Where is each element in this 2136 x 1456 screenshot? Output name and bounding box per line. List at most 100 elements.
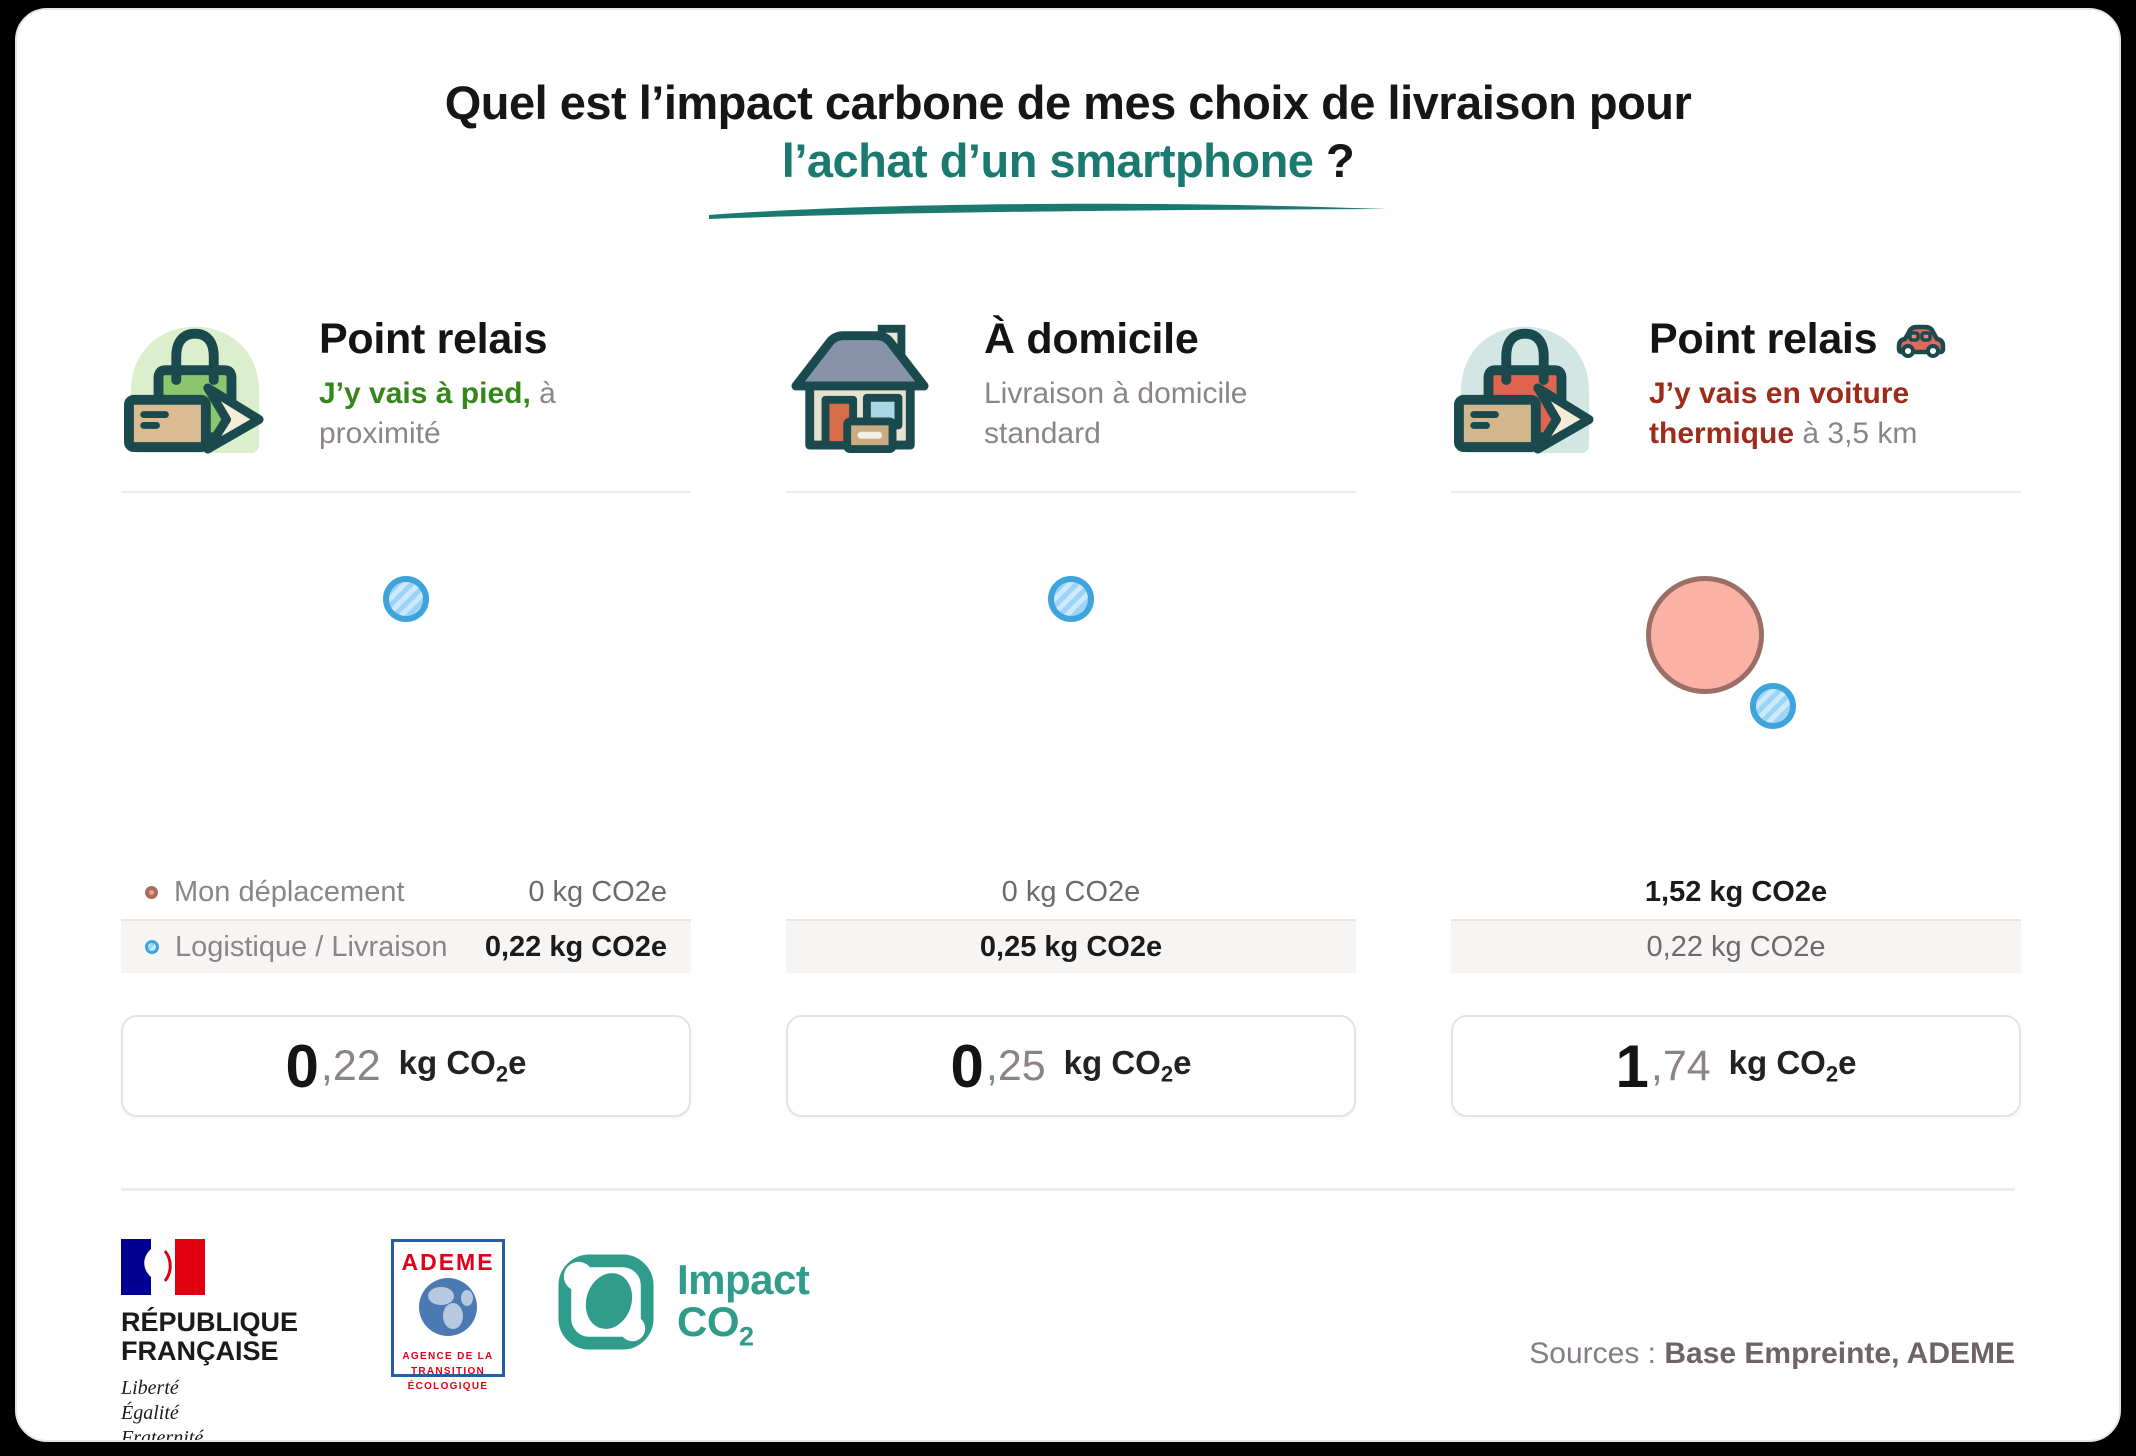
column-relay-walking: Point relais J’y vais à pied, à proximit… xyxy=(121,313,691,1117)
logistics-bubble[interactable] xyxy=(1048,576,1094,622)
rf-line-2: FRANÇAISE xyxy=(121,1336,279,1366)
footer: RÉPUBLIQUE FRANÇAISE Liberté Égalité Fra… xyxy=(121,1191,2015,1440)
logistics-value: 0,22 kg CO2e xyxy=(1646,930,1826,963)
french-flag-icon xyxy=(121,1239,205,1295)
impact-co2-logo[interactable]: Impact CO2 xyxy=(557,1253,810,1426)
logistics-value: 0,22 kg CO2e xyxy=(484,930,667,963)
subtitle-rest: Livraison à domicile standard xyxy=(984,377,1248,450)
total-unit: kg CO2e xyxy=(1064,1044,1192,1088)
bubble-chart-area xyxy=(1451,493,2021,865)
rf-name: RÉPUBLIQUE FRANÇAISE xyxy=(121,1308,339,1366)
total-decimal: ,22 xyxy=(320,1041,381,1090)
column-divider xyxy=(1451,491,2021,493)
impact-co2-wordmark: Impact CO2 xyxy=(677,1253,810,1357)
column-relay-car: Point relais J’y vais en voiture thermiq… xyxy=(1451,313,2021,1117)
legend-row-logistics[interactable]: Logistique / Livraison 0,22 kg CO2e xyxy=(121,919,691,973)
my-trip-value: 1,52 kg CO2e xyxy=(1644,875,1828,908)
title-line-2: l’achat d’un smartphone ? xyxy=(121,132,2015,190)
title-suffix: ? xyxy=(1313,134,1355,187)
my-trip-value: 0 kg CO2e xyxy=(528,875,667,908)
column-header: Point relais J’y vais à pied, à proximit… xyxy=(121,313,691,461)
motto-liberte: Liberté xyxy=(121,1377,179,1399)
impact-co2-line: CO2 xyxy=(677,1301,809,1357)
car-icon xyxy=(1896,324,1946,358)
column-header: À domicile Livraison à domicile standard xyxy=(786,313,1356,461)
total-decimal: ,25 xyxy=(985,1041,1046,1090)
legend-row-my-trip[interactable]: 1,52 kg CO2e xyxy=(1451,865,2021,919)
total-integer: 0 xyxy=(950,1032,984,1100)
legend-row-logistics[interactable]: 0,25 kg CO2e xyxy=(786,919,1356,973)
total-box: 0,22 kg CO2e xyxy=(121,1015,691,1117)
subtitle-emphasis: J’y vais en voiture thermique xyxy=(1649,377,1910,450)
column-title: À domicile xyxy=(984,315,1199,363)
title-underline xyxy=(121,198,2015,229)
ademe-line-1: AGENCE DE LA xyxy=(402,1351,494,1362)
ademe-line-2: TRANSITION xyxy=(410,1366,486,1377)
column-header: Point relais J’y vais en voiture thermiq… xyxy=(1451,313,2021,461)
legend-rows: Mon déplacement 0 kg CO2e Logistique / L… xyxy=(121,865,691,973)
legend-row-my-trip[interactable]: 0 kg CO2e xyxy=(786,865,1356,919)
unit-prefix: kg CO xyxy=(1063,1044,1161,1082)
column-divider xyxy=(121,491,691,493)
column-subtitle: J’y vais à pied, à proximité xyxy=(319,374,664,454)
rf-motto: Liberté Égalité Fraternité xyxy=(121,1376,339,1442)
title-line-1-text: Quel est l’impact carbone de mes choix d… xyxy=(444,76,1692,129)
legend-row-logistics[interactable]: 0,22 kg CO2e xyxy=(1451,919,2021,973)
ademe-tagline: AGENCE DE LA TRANSITION ÉCOLOGIQUE xyxy=(394,1349,502,1394)
subtitle-rest: à proximité xyxy=(319,377,556,450)
column-subtitle: J’y vais en voiture thermique à 3,5 km xyxy=(1649,374,1994,454)
ademe-name: ADEME xyxy=(401,1249,495,1275)
unit-subscript: 2 xyxy=(495,1061,509,1087)
column-title: Point relais xyxy=(1649,315,1994,364)
comparison-columns: Point relais J’y vais à pied, à proximit… xyxy=(121,313,2021,1117)
unit-subscript: 2 xyxy=(1160,1061,1174,1087)
legend-rows: 0 kg CO2e 0,25 kg CO2e xyxy=(786,865,1356,973)
underline-swoosh-icon xyxy=(709,203,1387,219)
column-title-text: Point relais xyxy=(1649,315,1878,363)
unit-prefix: kg CO xyxy=(1728,1044,1826,1082)
total-box: 1,74 kg CO2e xyxy=(1451,1015,2021,1117)
total-unit: kg CO2e xyxy=(1729,1044,1857,1088)
unit-prefix: kg CO xyxy=(398,1044,496,1082)
total-unit: kg CO2e xyxy=(399,1044,527,1088)
impact-co: CO xyxy=(677,1298,740,1345)
motto-fraternite: Fraternité xyxy=(121,1427,204,1442)
house-icon xyxy=(791,324,929,453)
column-title: Point relais xyxy=(319,315,548,363)
rf-line-1: RÉPUBLIQUE xyxy=(121,1307,299,1337)
logistics-bubble[interactable] xyxy=(383,576,429,622)
relay-point-bag-orange-icon xyxy=(1454,326,1594,454)
my-trip-value: 0 kg CO2e xyxy=(1001,875,1141,908)
subtitle-emphasis: J’y vais à pied, xyxy=(319,377,531,410)
ademe-line-3: ÉCOLOGIQUE xyxy=(407,1381,489,1392)
my-trip-label: Mon déplacement xyxy=(174,875,405,908)
sources-label: Sources : xyxy=(1529,1337,1656,1370)
my-trip-marker-icon xyxy=(145,885,158,899)
column-divider xyxy=(786,491,1356,493)
footer-divider xyxy=(121,1188,2015,1191)
my-trip-bubble[interactable] xyxy=(1646,576,1764,694)
total-decimal: ,74 xyxy=(1650,1041,1711,1090)
ademe-logo: ADEME AGENCE DE LA TRANSITION ÉCOLOGIQUE xyxy=(391,1239,505,1392)
republique-francaise-logo: RÉPUBLIQUE FRANÇAISE Liberté Égalité Fra… xyxy=(121,1239,339,1440)
logistics-label: Logistique / Livraison xyxy=(175,930,448,963)
impact-word: Impact xyxy=(677,1256,810,1303)
bubble-chart-area xyxy=(786,493,1356,865)
title-highlight: l’achat d’un smartphone xyxy=(781,134,1314,187)
total-integer: 0 xyxy=(285,1032,319,1100)
unit-suffix: e xyxy=(1838,1044,1857,1082)
unit-subscript: 2 xyxy=(1825,1061,1839,1087)
logistics-value: 0,25 kg CO2e xyxy=(979,930,1163,963)
logistics-marker-icon xyxy=(145,940,159,954)
legend-rows: 1,52 kg CO2e 0,22 kg CO2e xyxy=(1451,865,2021,973)
impact-co2-icon xyxy=(558,1254,654,1350)
logistics-bubble[interactable] xyxy=(1750,683,1796,729)
impact-sub: 2 xyxy=(739,1321,754,1352)
total-box: 0,25 kg CO2e xyxy=(786,1015,1356,1117)
sources-value: Base Empreinte, ADEME xyxy=(1664,1337,2015,1370)
title-line-1: Quel est l’impact carbone de mes choix d… xyxy=(121,74,2015,132)
relay-point-bag-green-icon xyxy=(124,326,264,454)
subtitle-rest: à 3,5 km xyxy=(1802,417,1918,450)
total-integer: 1 xyxy=(1615,1032,1649,1100)
legend-row-my-trip[interactable]: Mon déplacement 0 kg CO2e xyxy=(121,865,691,919)
